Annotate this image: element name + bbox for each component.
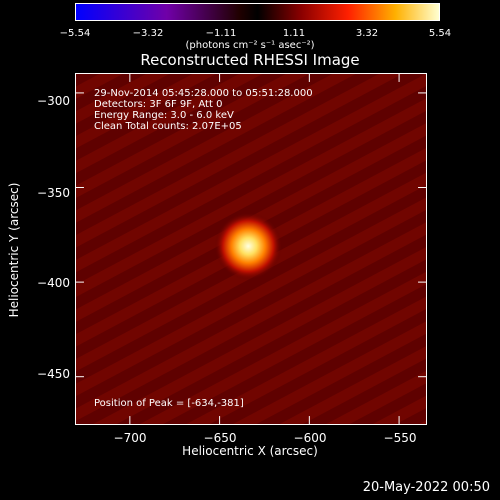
annotation-clean: Clean Total counts: 2.07E+05 [94, 121, 242, 132]
y-tick-label: −450 [37, 367, 70, 381]
x-tick-label: −700 [113, 431, 147, 445]
colorbar-tick: −1.11 [205, 28, 237, 39]
y-tick-label: −300 [37, 94, 70, 108]
x-tick-label: −600 [293, 431, 327, 445]
image-plot [75, 73, 427, 425]
y-tick-label: −400 [37, 276, 70, 290]
colorbar-tick: 5.54 [428, 28, 452, 39]
colorbar-tick: −3.32 [132, 28, 164, 39]
chart-title: Reconstructed RHESSI Image [140, 51, 360, 69]
timestamp: 20-May-2022 00:50 [362, 480, 490, 495]
colorbar-tick: 3.32 [355, 28, 379, 39]
annotation-detectors: Detectors: 3F 6F 9F, Att 0 [94, 99, 223, 110]
annotation-time: 29-Nov-2014 05:45:28.000 to 05:51:28.000 [94, 88, 313, 99]
x-tick-label: −550 [383, 431, 417, 445]
colorbar [75, 3, 440, 21]
peak-position-label: Position of Peak = [-634,-381] [94, 398, 244, 409]
colorbar-unit: (photons cm⁻² s⁻¹ asec⁻²) [185, 40, 315, 51]
colorbar-tick: 1.11 [282, 28, 306, 39]
x-axis-label: Heliocentric X (arcsec) [182, 444, 318, 458]
x-tick-label: −650 [203, 431, 237, 445]
y-axis-label: Heliocentric Y (arcsec) [7, 182, 21, 318]
colorbar-tick: −5.54 [59, 28, 91, 39]
y-tick-label: −350 [37, 186, 70, 200]
annotation-energy: Energy Range: 3.0 - 6.0 keV [94, 110, 234, 121]
source-peak [214, 212, 283, 280]
